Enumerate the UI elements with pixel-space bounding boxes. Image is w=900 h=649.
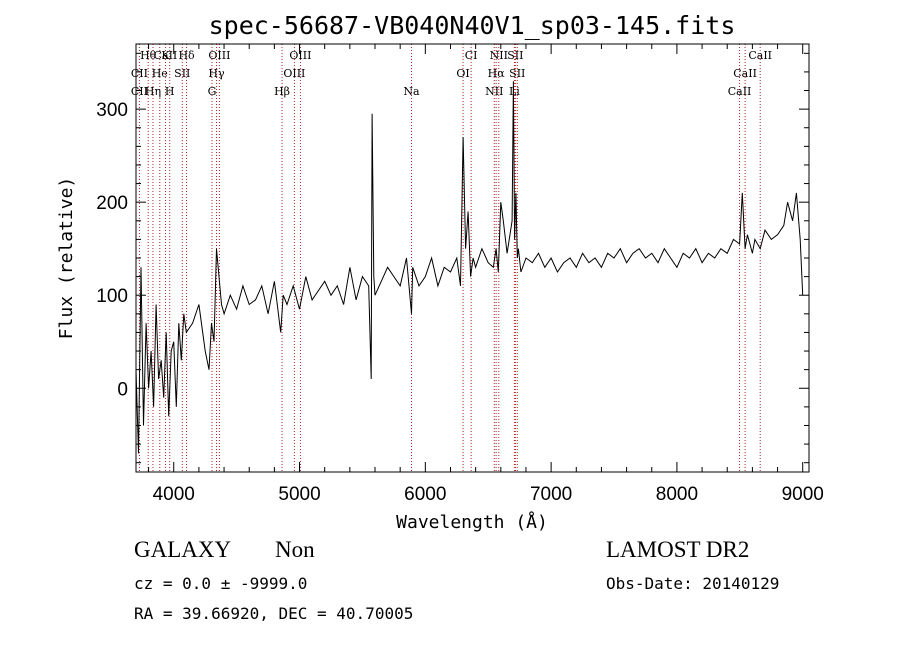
y-tick-label: 0 <box>117 379 128 400</box>
line-label-4: OIII <box>208 49 230 62</box>
x-tick-label: 7000 <box>530 484 572 505</box>
line-label-15: OI <box>456 67 469 80</box>
line-markers <box>138 44 761 472</box>
line-label-22: G <box>208 85 217 98</box>
line-label-16: Hα <box>488 67 506 80</box>
line-label-3: Hδ <box>178 49 195 62</box>
line-label-26: Li <box>509 85 520 98</box>
y-axis-label: Flux (relative) <box>56 177 77 340</box>
redshift-text: cz = 0.0 ± -9999.0 <box>134 574 308 593</box>
line-label-11: He <box>152 67 168 80</box>
x-axis-label: Wavelength (Å) <box>396 511 548 533</box>
y-tick-label: 100 <box>96 286 128 307</box>
x-axis: 4000 5000 6000 7000 8000 9000 <box>148 44 824 505</box>
chart-title: spec-56687-VB040N40V1_sp03-145.fits <box>209 11 736 40</box>
survey-name: LAMOST DR2 <box>606 537 750 562</box>
line-label-6: CI <box>465 49 478 62</box>
x-tick-label: 6000 <box>404 484 446 505</box>
line-label-13: Hγ <box>208 67 225 80</box>
spectrum-series-line <box>135 81 804 454</box>
line-label-20: Hη <box>145 85 161 98</box>
line-label-14: OIII <box>283 67 305 80</box>
line-label-7: NII <box>490 49 508 62</box>
line-label-24: Na <box>403 85 420 98</box>
y-tick-label: 300 <box>96 100 128 121</box>
x-tick-label: 9000 <box>782 484 824 505</box>
plot-frame <box>135 43 810 473</box>
line-label-1: CaII <box>154 49 178 62</box>
line-label-12: SII <box>174 67 190 80</box>
x-tick-label: 8000 <box>656 484 698 505</box>
x-tick-label: 5000 <box>278 484 320 505</box>
y-axis: 0 100 200 300 <box>96 52 809 464</box>
line-label-27: CaII <box>728 85 752 98</box>
line-label-0: Hθ <box>140 49 157 62</box>
line-label-8: SII <box>507 49 523 62</box>
line-label-19: CII <box>131 85 148 98</box>
object-subclass: Non <box>275 537 315 562</box>
y-tick-label: 200 <box>96 193 128 214</box>
line-label-23: Hβ <box>274 85 290 98</box>
line-label-21: H <box>165 85 175 98</box>
line-label-17: SII <box>509 67 525 80</box>
line-label-2: K <box>161 49 170 62</box>
line-label-18: CaII <box>733 67 757 80</box>
line-label-10: CII <box>131 67 148 80</box>
line-label-9: CaII <box>748 49 772 62</box>
object-class: GALAXY <box>134 537 232 562</box>
coordinates: RA = 39.66920, DEC = 40.70005 <box>134 604 414 623</box>
obs-date: Obs-Date: 20140129 <box>606 574 780 593</box>
line-label-25: NII <box>485 85 503 98</box>
x-tick-label: 4000 <box>153 484 195 505</box>
line-label-5: OIII <box>289 49 311 62</box>
